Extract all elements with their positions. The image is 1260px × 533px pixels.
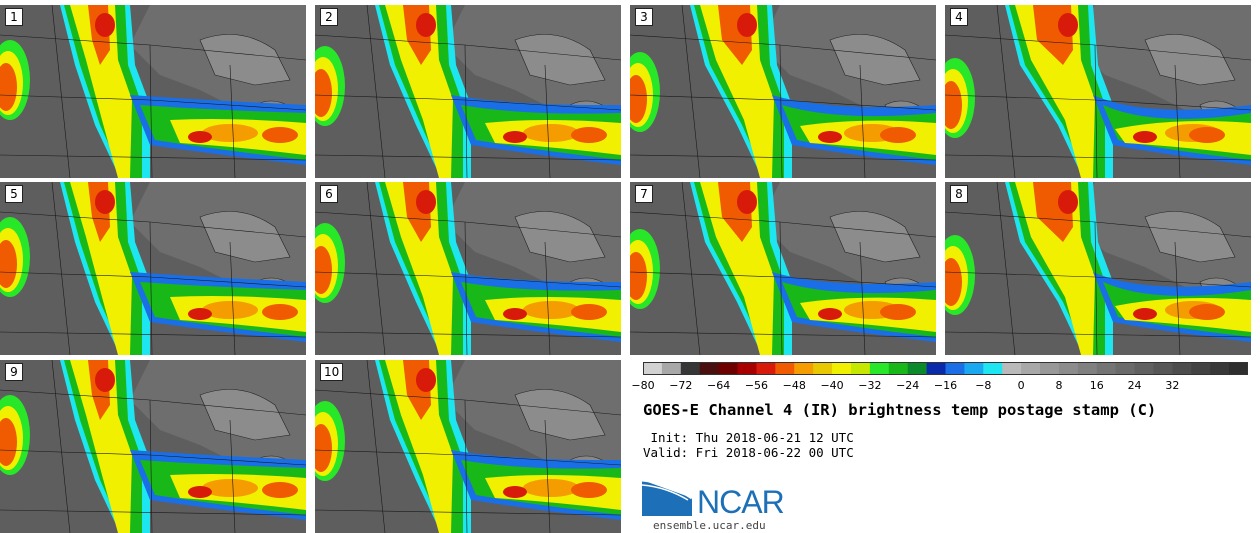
colorbar-swatch <box>737 362 757 374</box>
colorbar-tick-label: −56 <box>744 379 769 392</box>
colorbar-tick-label: −48 <box>782 379 806 392</box>
site-url: ensemble.ucar.edu <box>653 519 766 532</box>
colorbar-swatch <box>1058 362 1079 374</box>
colorbar-tick-label: −40 <box>820 379 844 392</box>
colorbar-swatch <box>832 362 852 374</box>
colorbar-swatch <box>850 362 871 374</box>
colorbar-tick-label: −24 <box>896 379 920 392</box>
colorbar-swatch <box>907 362 928 374</box>
postage-stamp-panel: 6 <box>315 182 621 355</box>
colorbar <box>643 362 1248 375</box>
colorbar-tick-label: −32 <box>858 379 882 392</box>
member-number: 7 <box>635 185 653 203</box>
colorbar-tick-label: −8 <box>975 379 992 392</box>
colorbar-swatch <box>1021 362 1041 374</box>
colorbar-swatch <box>983 362 1003 374</box>
colorbar-swatch <box>964 362 984 374</box>
postage-stamp-panel: 8 <box>945 182 1251 355</box>
postage-stamp-panel: 9 <box>0 360 306 533</box>
colorbar-tick-label: −80 <box>631 379 655 392</box>
member-number: 5 <box>5 185 23 203</box>
colorbar-swatch <box>1077 362 1098 374</box>
colorbar-swatch <box>869 362 890 374</box>
colorbar-swatch <box>643 362 663 374</box>
colorbar-tick-label: 16 <box>1089 379 1104 392</box>
colorbar-swatch <box>680 362 701 374</box>
postage-stamp-panel: 5 <box>0 182 306 355</box>
colorbar-swatch <box>1134 362 1154 374</box>
colorbar-swatch <box>794 362 814 374</box>
member-number: 6 <box>320 185 338 203</box>
colorbar-swatch <box>1115 362 1136 374</box>
colorbar-tick-label: 32 <box>1165 379 1180 392</box>
member-number: 10 <box>320 363 344 381</box>
colorbar-swatch <box>1002 362 1022 374</box>
colorbar-tick-label: −64 <box>707 379 731 392</box>
colorbar-swatch <box>1153 362 1173 374</box>
member-number: 8 <box>950 185 968 203</box>
valid-time: Valid: Fri 2018-06-22 00 UTC <box>643 445 854 460</box>
colorbar-swatch <box>1096 362 1117 374</box>
colorbar-swatch <box>1229 362 1248 374</box>
colorbar-tick-label: 24 <box>1127 379 1142 392</box>
postage-stamp-panel: 3 <box>630 5 936 178</box>
colorbar-swatch <box>888 362 909 374</box>
postage-stamp-panel: 1 <box>0 5 306 178</box>
colorbar-swatch <box>1172 362 1192 374</box>
member-number: 1 <box>5 8 23 26</box>
member-number: 3 <box>635 8 653 26</box>
colorbar-tick-label: −72 <box>669 379 693 392</box>
colorbar-swatch <box>926 362 946 374</box>
colorbar-swatch <box>699 362 720 374</box>
figure-title: GOES-E Channel 4 (IR) brightness temp po… <box>643 401 1157 419</box>
postage-stamp-panel: 10 <box>315 360 621 533</box>
postage-stamp-panel: 4 <box>945 5 1251 178</box>
ncar-logo-icon <box>642 478 693 516</box>
colorbar-tick-label: −16 <box>933 379 958 392</box>
colorbar-swatch <box>1191 362 1211 374</box>
colorbar-swatch <box>1040 362 1060 374</box>
colorbar-swatch <box>718 362 739 374</box>
member-number: 2 <box>320 8 338 26</box>
member-number: 9 <box>5 363 23 381</box>
logo-text: NCAR <box>697 484 785 520</box>
colorbar-swatch <box>661 362 682 374</box>
postage-stamp-panel: 7 <box>630 182 936 355</box>
colorbar-swatch <box>775 362 795 374</box>
init-time: Init: Thu 2018-06-21 12 UTC <box>643 430 854 445</box>
colorbar-swatch <box>1210 362 1230 374</box>
colorbar-swatch <box>813 362 833 374</box>
colorbar-swatch <box>756 362 776 374</box>
colorbar-tick-label: 0 <box>1017 379 1025 392</box>
member-number: 4 <box>950 8 968 26</box>
colorbar-tick-label: 8 <box>1055 379 1063 392</box>
postage-stamp-panel: 2 <box>315 5 621 178</box>
colorbar-swatch <box>945 362 965 374</box>
